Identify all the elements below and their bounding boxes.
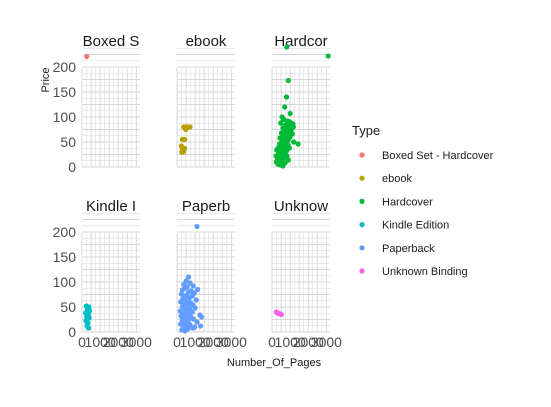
data-point	[183, 126, 189, 133]
y-tick-label: 200	[53, 224, 77, 240]
data-point	[187, 124, 193, 130]
legend-key	[359, 245, 365, 251]
data-point	[192, 324, 198, 330]
legend-title: Type	[352, 123, 380, 138]
data-point	[178, 313, 184, 319]
x-tick-label: 1000	[275, 334, 306, 350]
legend-label: Paperback	[382, 243, 435, 255]
data-point	[285, 137, 291, 143]
y-tick-label: 0	[68, 159, 76, 175]
data-point	[194, 223, 200, 230]
data-point	[197, 323, 204, 329]
facet-strip-label: Kindle I	[86, 198, 136, 215]
data-point	[194, 319, 200, 325]
data-point	[278, 120, 284, 126]
data-point	[287, 110, 293, 117]
legend-item: Paperback	[359, 243, 435, 255]
y-tick-label: 150	[53, 84, 77, 100]
data-point	[278, 311, 285, 318]
facet-strip-label: Paperb	[182, 198, 230, 215]
panel-grid	[176, 213, 235, 333]
data-point	[291, 139, 297, 145]
y-tick-label: 0	[68, 324, 76, 340]
x-tick-label: 1000	[85, 334, 116, 350]
data-point	[280, 163, 286, 169]
y-tick-label: 100	[53, 274, 77, 290]
data-point	[192, 305, 198, 311]
legend-item: ebook	[359, 173, 412, 185]
legend-item: Unknown Binding	[359, 266, 468, 278]
legend-label: Kindle Edition	[382, 220, 449, 232]
data-point	[281, 116, 287, 123]
facet-panels: Boxed S 0 50 100 150 200 ebook Hardcor Kindle I 0…	[53, 33, 343, 350]
data-point	[282, 104, 288, 110]
data-point	[285, 77, 291, 84]
legend-label: Boxed Set - Hardcover	[382, 150, 494, 162]
data-point	[284, 44, 290, 50]
data-point	[193, 297, 199, 303]
legend-key	[359, 222, 365, 228]
data-point	[281, 155, 287, 161]
legend-label: Hardcover	[382, 196, 433, 208]
x-tick-label: 2000	[198, 334, 229, 350]
y-tick-label: 200	[53, 59, 77, 75]
x-tick-label: 0	[268, 334, 276, 350]
legend-label: ebook	[382, 173, 412, 185]
data-point	[195, 286, 201, 293]
y-tick-label: 50	[60, 299, 76, 315]
panel-grid	[81, 48, 140, 168]
x-tick-label: 1000	[180, 334, 211, 350]
facet-strip-label: ebook	[186, 33, 227, 50]
x-tick-label: 0	[78, 334, 86, 350]
legend: Type Boxed Set - Hardcover ebook Hardcover…	[352, 123, 494, 278]
data-point	[180, 149, 187, 155]
x-axis-title: Number_Of_Pages	[227, 357, 322, 369]
data-point	[179, 287, 186, 293]
data-point	[178, 299, 184, 305]
data-point	[295, 141, 301, 147]
legend-key	[359, 175, 365, 181]
legend-item: Hardcover	[359, 196, 433, 208]
data-point	[199, 314, 205, 320]
data-point	[186, 274, 192, 280]
facet-strip-label: Unknow	[274, 198, 328, 215]
x-tick-label: 3000	[216, 334, 247, 350]
legend-item: Boxed Set - Hardcover	[359, 150, 494, 162]
facet-strip-label: Hardcor	[274, 33, 327, 50]
facet-panel-hardcover: Hardcor	[271, 33, 331, 169]
data-point	[190, 316, 196, 322]
y-tick-label: 50	[60, 134, 76, 150]
data-point	[182, 328, 188, 334]
legend-key	[359, 152, 365, 158]
data-point	[189, 309, 195, 315]
panel-grid	[271, 48, 330, 168]
legend-key	[359, 198, 365, 204]
data-point	[84, 53, 90, 60]
y-tick-label: 100	[53, 109, 77, 125]
x-tick-label: 2000	[103, 334, 134, 350]
x-tick-label: 0	[173, 334, 181, 350]
legend-item: Kindle Edition	[359, 220, 449, 232]
legend-key	[359, 268, 365, 274]
data-point	[85, 325, 92, 331]
y-axis-title: Price	[40, 67, 52, 92]
data-point	[325, 53, 331, 59]
x-tick-label: 3000	[311, 334, 342, 350]
data-point	[182, 136, 188, 143]
facet-strip-label: Boxed S	[83, 33, 140, 50]
legend-label: Unknown Binding	[382, 266, 468, 278]
data-point	[190, 283, 196, 289]
facet-panel-boxed-set-hardcover: Boxed S 0 50 100 150 200	[53, 33, 140, 175]
x-tick-label: 3000	[121, 334, 152, 350]
panel-grid	[176, 48, 235, 168]
y-tick-label: 150	[53, 249, 77, 265]
facet-panel-ebook: ebook	[176, 33, 235, 168]
data-point	[283, 94, 290, 100]
x-tick-label: 2000	[293, 334, 324, 350]
